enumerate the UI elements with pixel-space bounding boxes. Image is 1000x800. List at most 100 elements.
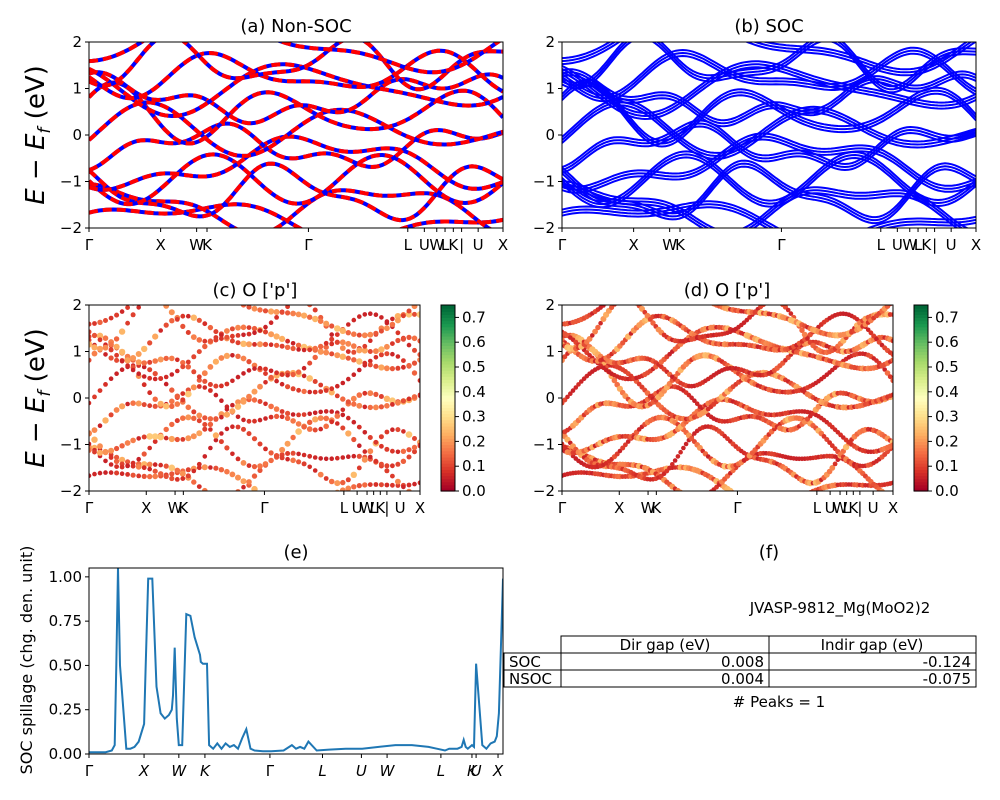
colorbar-segment [914,425,928,430]
band-point [257,341,263,348]
band-point [191,415,197,421]
plot-area [89,42,503,228]
x-tick-label: K [921,236,932,254]
colorbar-tick-label: 0.2 [462,432,486,450]
band-point [240,355,247,362]
colorbar-segment [441,456,455,461]
band-point [340,407,346,413]
colorbar-segment [441,484,455,489]
band-point [389,321,396,328]
band-line [562,42,976,77]
colorbar-segment [441,311,455,315]
band-point [306,426,313,432]
band-point [411,394,418,400]
band-point [301,347,307,353]
band-point [108,455,114,460]
band-point [695,495,700,500]
band-point [196,374,202,380]
band-point [416,311,420,318]
colorbar-segment [914,413,928,418]
band-point [108,470,114,475]
band-point [301,388,307,395]
band-point [417,392,420,398]
y-tick-label: −1 [60,436,82,454]
band-point [747,500,753,506]
band-point [346,415,351,421]
band-point [362,312,368,317]
band-point [335,421,340,426]
band-point [185,390,192,398]
band-point [412,449,417,455]
band-point [114,470,120,476]
band-point [412,493,417,498]
band-point [235,353,241,359]
band-point [645,275,650,280]
band-point [700,494,705,499]
band-point [312,427,318,433]
x-tick-label: U [892,236,903,254]
band-point [135,400,142,407]
band-point [644,312,651,319]
y-tick-label: 1 [72,343,82,361]
band-point [351,419,357,425]
x-tick-label: X [492,762,504,780]
band-point [681,492,686,497]
band-point [263,446,268,452]
band-point [672,279,677,284]
band-point [384,343,390,350]
x-tick-label: L [842,499,851,517]
band-point [89,329,92,335]
band-point [362,430,368,435]
band-point [356,358,363,365]
x-tick-label: U [473,236,484,254]
band-point [384,325,390,332]
band-point [390,482,395,488]
band-point [196,349,202,355]
band-point [273,500,279,506]
band-point [119,358,125,364]
band-point [307,464,313,470]
band-point [384,446,390,452]
x-tick-label: L [340,499,349,517]
band-point [576,382,581,387]
band-point [595,324,601,331]
band-point [285,310,291,316]
band-point [285,410,291,416]
band-point [168,464,176,472]
band-point [406,342,412,348]
band-point [368,358,373,364]
band-point [367,482,373,487]
colorbar-tick-label: 0.5 [935,358,959,376]
band-point [213,392,219,398]
band-line [562,150,976,203]
y-tick-label: 0 [545,389,555,407]
band-point [362,449,368,454]
band-point [623,286,628,291]
band-point [273,406,280,412]
band-point [208,427,213,432]
colorbar-segment [441,345,455,349]
panel-e-axes: 0.000.250.500.751.00Γ X W K Γ L U W L KU X [49,567,504,780]
band-point [169,403,175,409]
x-tick-label: X [498,236,508,254]
band-point [224,494,230,500]
colorbar-segment [441,438,455,442]
band-point [224,426,230,432]
x-tick-label: L [318,762,326,780]
band-point [202,454,208,459]
band-point [373,458,379,464]
band-point [257,307,263,313]
colorbar-segment [914,450,928,455]
band-point [890,352,893,358]
band-point [692,398,697,404]
band-point [345,485,352,491]
band-point [89,430,92,436]
band-point [224,445,230,451]
band-point [113,458,120,465]
band-point [367,331,374,338]
band-point [361,347,368,354]
band-point [373,330,379,336]
band-point [136,473,142,479]
band-point [334,352,341,359]
band-point [241,417,246,423]
